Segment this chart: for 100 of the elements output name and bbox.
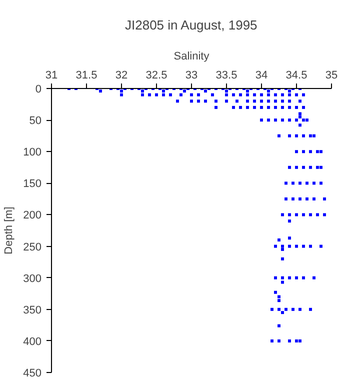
- point: [288, 236, 291, 240]
- point: [278, 339, 280, 342]
- point: [320, 166, 322, 169]
- point: [284, 197, 288, 200]
- point: [306, 118, 308, 122]
- point: [309, 134, 312, 138]
- x-tick-label: 32.5: [146, 70, 168, 82]
- point: [302, 106, 305, 109]
- point: [298, 182, 302, 185]
- point: [298, 308, 302, 311]
- point: [225, 90, 228, 93]
- point: [312, 134, 316, 138]
- point: [260, 118, 263, 122]
- point: [267, 93, 270, 96]
- point: [239, 106, 242, 109]
- point: [190, 93, 193, 96]
- point: [288, 118, 291, 122]
- point: [302, 93, 305, 96]
- point: [292, 308, 294, 311]
- point: [295, 93, 298, 96]
- point: [204, 90, 207, 93]
- point: [274, 93, 277, 96]
- point: [288, 93, 291, 96]
- point: [204, 100, 207, 103]
- point: [288, 100, 291, 103]
- point: [197, 100, 200, 103]
- point: [214, 106, 218, 109]
- point: [302, 118, 305, 122]
- point: [120, 90, 123, 93]
- y-tick-label: 50: [29, 115, 42, 128]
- y-tick-label: 350: [23, 304, 42, 316]
- point: [253, 100, 256, 103]
- x-axis-title: Salinity: [174, 50, 210, 62]
- point: [295, 150, 298, 154]
- point: [288, 220, 291, 223]
- point: [302, 244, 305, 248]
- point: [281, 106, 284, 109]
- point: [141, 93, 144, 96]
- point: [246, 106, 249, 109]
- point: [309, 244, 312, 248]
- point: [295, 213, 298, 216]
- point: [288, 276, 291, 280]
- point: [155, 93, 158, 96]
- point: [183, 90, 186, 93]
- point: [316, 150, 319, 154]
- point: [302, 150, 305, 154]
- x-tick-label: 33.5: [216, 70, 238, 82]
- point: [316, 166, 319, 169]
- point: [197, 93, 200, 96]
- y-tick-label: 200: [23, 210, 42, 222]
- point: [260, 100, 263, 103]
- y-tick-label: 150: [23, 178, 42, 190]
- point: [306, 182, 308, 185]
- point: [288, 90, 291, 93]
- point: [246, 93, 249, 96]
- point: [298, 115, 302, 118]
- point: [281, 257, 284, 260]
- x-tick-label: 33: [185, 70, 198, 82]
- point: [267, 100, 270, 103]
- point: [309, 150, 312, 154]
- y-tick-label: 400: [23, 336, 42, 348]
- y-tick-label: 100: [23, 146, 42, 159]
- point: [278, 295, 280, 298]
- point: [270, 308, 274, 311]
- point: [298, 339, 302, 342]
- point: [278, 324, 280, 328]
- point: [239, 93, 242, 96]
- point: [232, 106, 235, 109]
- y-tick-label: 450: [23, 368, 42, 380]
- point: [274, 118, 277, 122]
- point: [260, 93, 263, 96]
- y-axis-title: Depth [m]: [3, 206, 16, 254]
- point: [278, 134, 280, 138]
- point: [211, 93, 214, 96]
- point: [298, 112, 302, 116]
- x-tick-label: 35: [325, 70, 338, 82]
- x-tick-label: 32: [115, 70, 128, 82]
- point: [302, 166, 305, 169]
- point: [162, 90, 165, 93]
- point: [99, 90, 102, 93]
- point: [141, 90, 144, 93]
- point: [316, 213, 319, 216]
- point: [246, 90, 249, 93]
- point: [253, 93, 256, 96]
- point: [274, 106, 277, 109]
- point: [281, 276, 284, 280]
- point: [225, 100, 228, 103]
- point: [323, 213, 326, 216]
- x-tick-label: 31.5: [76, 70, 98, 82]
- point: [295, 339, 298, 342]
- point: [253, 106, 256, 109]
- point: [246, 100, 249, 103]
- point: [278, 299, 280, 302]
- point: [281, 248, 284, 251]
- point: [295, 166, 298, 169]
- y-tick-label: 300: [23, 272, 42, 285]
- point: [288, 106, 291, 109]
- point: [162, 93, 165, 96]
- point: [281, 311, 284, 314]
- point: [214, 100, 218, 103]
